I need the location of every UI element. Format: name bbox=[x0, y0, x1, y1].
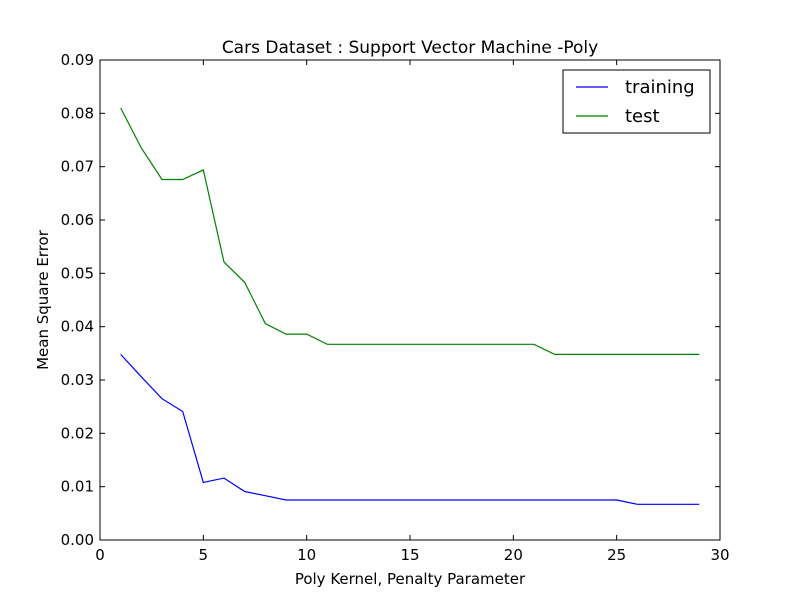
x-axis-ticks: 0 5 10 15 20 25 30 bbox=[95, 60, 730, 564]
x-tick-label: 10 bbox=[297, 546, 316, 564]
legend: training test bbox=[562, 69, 711, 134]
y-tick-label: 0.08 bbox=[61, 104, 94, 122]
y-tick-label: 0.02 bbox=[61, 424, 94, 442]
series-line-test bbox=[120, 107, 700, 355]
x-tick-label: 25 bbox=[607, 546, 626, 564]
y-tick-label: 0.05 bbox=[61, 264, 94, 282]
legend-box bbox=[562, 69, 711, 134]
plot-lines bbox=[120, 107, 700, 505]
x-tick-label: 5 bbox=[199, 546, 209, 564]
x-axis-label: Poly Kernel, Penalty Parameter bbox=[295, 570, 526, 588]
y-tick-label: 0.06 bbox=[61, 211, 94, 229]
y-axis-label: Mean Square Error bbox=[34, 229, 52, 370]
chart-title: Cars Dataset : Support Vector Machine -P… bbox=[222, 38, 598, 58]
x-tick-label: 30 bbox=[710, 546, 729, 564]
legend-label-test: test bbox=[625, 106, 660, 127]
x-tick-label: 20 bbox=[504, 546, 523, 564]
y-tick-label: 0.04 bbox=[61, 318, 94, 336]
y-tick-label: 0.03 bbox=[61, 371, 94, 389]
y-axis-ticks: 0.00 0.01 0.02 0.03 0.04 0.05 0.06 0.07 0.08 0.09 bbox=[61, 51, 720, 549]
y-tick-label: 0.00 bbox=[61, 531, 94, 549]
x-tick-label: 15 bbox=[400, 546, 419, 564]
x-tick-label: 0 bbox=[95, 546, 105, 564]
y-tick-label: 0.07 bbox=[61, 158, 94, 176]
series-line-training bbox=[120, 353, 700, 505]
legend-label-training: training bbox=[625, 77, 695, 98]
y-tick-label: 0.09 bbox=[61, 51, 94, 69]
y-tick-label: 0.01 bbox=[61, 478, 94, 496]
